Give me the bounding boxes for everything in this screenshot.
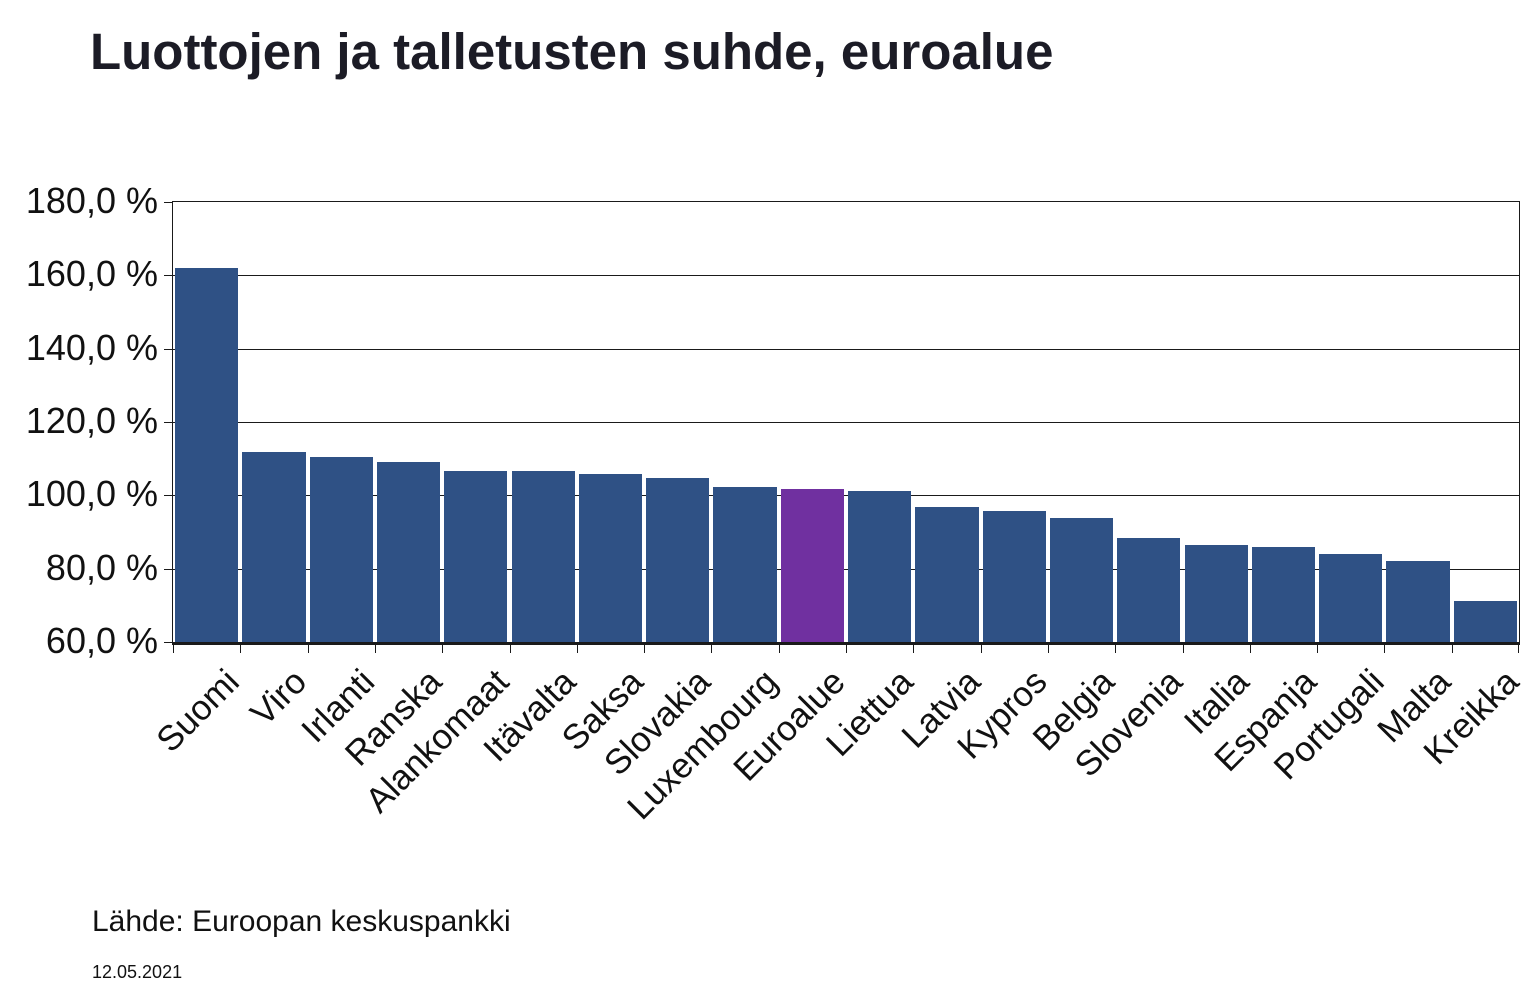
x-axis-tick bbox=[1249, 645, 1251, 653]
y-axis-tick bbox=[164, 275, 172, 277]
y-axis-tick bbox=[164, 202, 172, 203]
bar-suomi bbox=[175, 267, 239, 642]
x-label-suomi: Suomi bbox=[149, 662, 248, 760]
source-text: Lähde: Euroopan keskuspankki bbox=[92, 905, 511, 938]
bar-belgia bbox=[1049, 518, 1114, 642]
y-axis-tick bbox=[164, 568, 172, 570]
y-axis-labels: 180,0 % 160,0 % 140,0 % 120,0 % 100,0 % 80,0 … bbox=[0, 180, 158, 661]
x-axis-tick bbox=[846, 645, 847, 653]
bar-it-valta bbox=[511, 470, 575, 642]
x-axis-labels: Suomi Viro Irlanti Ranska Alankomaat Itävalta… bbox=[149, 652, 1523, 882]
bar-alankomaat bbox=[444, 470, 508, 642]
x-axis-tick bbox=[1047, 645, 1049, 653]
x-axis-tick bbox=[576, 645, 578, 653]
x-axis-tick bbox=[1115, 645, 1117, 653]
y-tick-label: 140,0 % bbox=[25, 326, 158, 368]
y-axis-tick bbox=[164, 422, 172, 423]
plot-area bbox=[164, 201, 1520, 653]
gridline bbox=[173, 495, 1519, 497]
x-axis-tick bbox=[1384, 645, 1386, 653]
y-tick-label: 160,0 % bbox=[25, 253, 158, 295]
y-tick-label: 80,0 % bbox=[45, 546, 158, 588]
x-axis-tick bbox=[778, 645, 780, 653]
bar-malta bbox=[1386, 560, 1450, 642]
x-axis-tick bbox=[711, 645, 713, 653]
gridline bbox=[173, 568, 1519, 570]
x-axis-tick bbox=[1518, 645, 1519, 653]
gridline bbox=[173, 275, 1519, 277]
bar-saksa bbox=[578, 473, 643, 642]
bar-viro bbox=[242, 451, 306, 642]
x-axis-tick bbox=[307, 645, 309, 653]
x-axis-tick bbox=[980, 645, 982, 653]
x-axis-tick bbox=[1451, 645, 1453, 653]
bar-slovenia bbox=[1117, 537, 1181, 642]
y-axis-tick bbox=[164, 642, 172, 643]
bar-kypros bbox=[982, 511, 1046, 642]
y-tick-label: 180,0 % bbox=[25, 180, 158, 221]
bar-portugali bbox=[1319, 553, 1383, 642]
date-text: 12.05.2021 bbox=[92, 962, 183, 982]
x-axis-tick bbox=[374, 645, 376, 653]
y-tick-label: 60,0 % bbox=[45, 620, 158, 661]
x-axis-tick bbox=[1317, 645, 1319, 653]
bar-espanja bbox=[1251, 547, 1316, 642]
gridline bbox=[173, 348, 1519, 350]
x-axis-tick bbox=[509, 645, 511, 653]
bar-liettua bbox=[848, 491, 912, 642]
bar-italia bbox=[1184, 544, 1248, 642]
bar-euroalue bbox=[780, 488, 844, 642]
y-tick-label: 120,0 % bbox=[25, 400, 158, 441]
x-axis-tick bbox=[1182, 645, 1184, 653]
x-axis-tick bbox=[644, 645, 646, 653]
x-axis-tick bbox=[913, 645, 915, 653]
bar-irlanti bbox=[309, 456, 373, 642]
x-axis-tick bbox=[173, 645, 174, 653]
gridline bbox=[173, 422, 1519, 423]
chart-title: Luottojen ja talletusten suhde, euroalue bbox=[90, 23, 1054, 80]
bar-ranska bbox=[376, 461, 441, 642]
bar-luxembourg bbox=[713, 486, 777, 642]
bar-slovakia bbox=[646, 477, 710, 642]
bar-latvia bbox=[915, 506, 979, 642]
y-tick-label: 100,0 % bbox=[25, 473, 158, 515]
y-axis-tick bbox=[164, 495, 172, 497]
y-axis-tick bbox=[164, 348, 172, 350]
x-axis-tick bbox=[442, 645, 444, 653]
x-axis-tick bbox=[240, 645, 242, 653]
bar-kreikka bbox=[1453, 600, 1517, 642]
